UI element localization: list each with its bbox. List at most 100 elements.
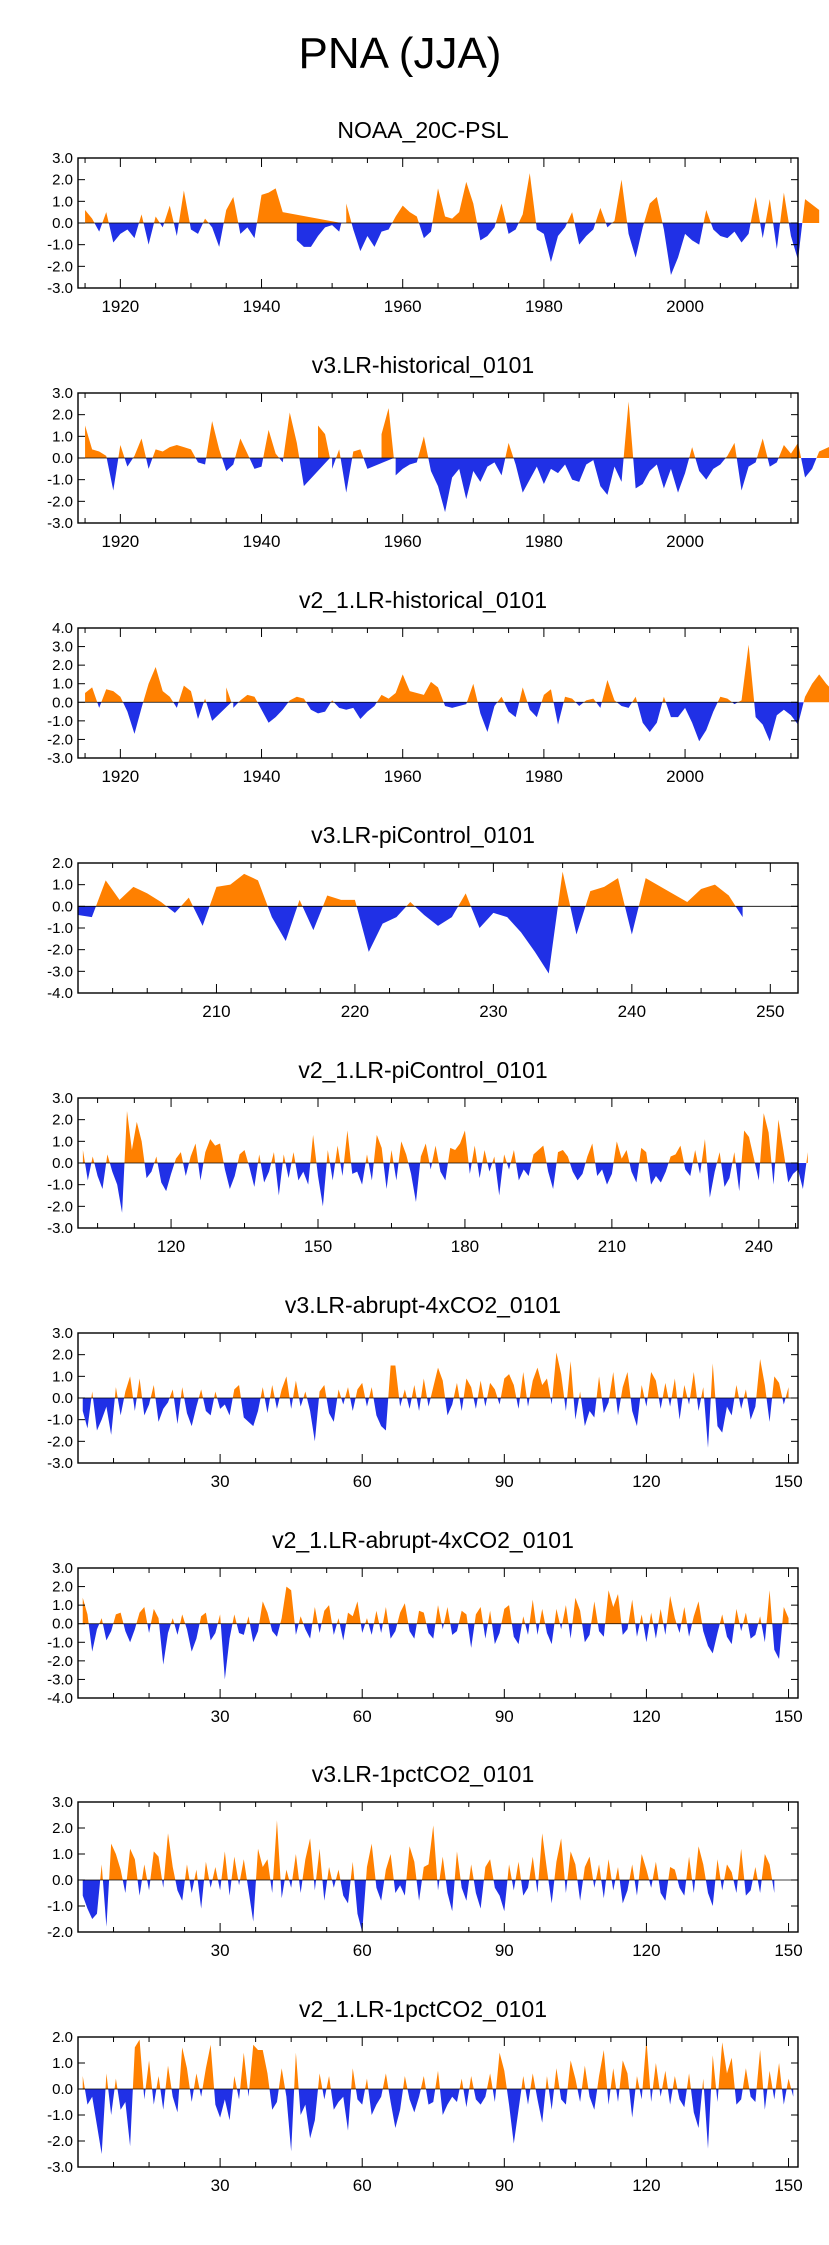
y-tick-label: -2.0 (47, 2133, 73, 2150)
x-tick-label: 120 (632, 1707, 660, 1726)
y-tick-label: -3.0 (47, 515, 73, 532)
y-tick-label: -1.0 (47, 1898, 73, 1915)
plot-frame (77, 862, 799, 994)
y-tick-label: -2.0 (47, 731, 73, 748)
y-tick-label: -2.0 (47, 1433, 73, 1450)
y-tick-label: 1.0 (52, 1846, 73, 1863)
panel-8: v3.LR-1pctCO2_0101 3.0 2.0 1.0 0.0 -1.0 -2.0 30… (47, 1761, 803, 1960)
x-tick-label: 250 (756, 1002, 784, 1021)
y-tick-label: -2.0 (47, 1653, 73, 1670)
panel-1: NOAA_20C-PSL 3.0 2.0 1.0 0.0 -1.0 -2.0 -3.0 1920… (47, 117, 820, 316)
x-tick-label: 1960 (384, 297, 422, 316)
plot-frame (77, 1801, 799, 1933)
y-tick-label: -1.0 (47, 920, 73, 937)
y-tick-label: -3.0 (47, 1671, 73, 1688)
x-tick-label: 210 (598, 1237, 626, 1256)
positive-area (91, 1352, 789, 1398)
x-tick-label: 2000 (666, 297, 704, 316)
panel-title: v3.LR-historical_0101 (312, 352, 534, 378)
positive-area (85, 401, 829, 458)
y-tick-label: 3.0 (52, 1325, 73, 1342)
y-tick-label: -3.0 (47, 280, 73, 297)
negative-area (85, 1163, 807, 1213)
x-tick-label: 230 (479, 1002, 507, 1021)
panel-title: NOAA_20C-PSL (337, 117, 509, 143)
x-tick-label: 60 (353, 1941, 372, 1960)
x-tick-label: 1960 (384, 767, 422, 786)
y-tick-label: 0.0 (52, 2081, 73, 2098)
y-tick-label: 2.0 (52, 2029, 73, 2046)
positive-area (95, 871, 736, 907)
x-tick-label: 120 (632, 2176, 660, 2195)
negative-area (84, 2089, 794, 2154)
y-tick-label: 0.0 (52, 694, 73, 711)
y-tick-label: 2.0 (52, 1820, 73, 1837)
x-tick-label: 1960 (384, 532, 422, 551)
panel-3: v2_1.LR-historical_0101 4.0 3.02.0 1.00.0 -1… (47, 587, 829, 786)
panel-6: v3.LR-abrupt-4xCO2_0101 3.0 2.0 1.0 0.0 -1.0 -… (47, 1292, 803, 1491)
figure-title: PNA (JJA) (299, 29, 502, 78)
positive-area (82, 2039, 792, 2089)
x-tick-label: 30 (211, 1941, 230, 1960)
panels-group: NOAA_20C-PSL3.02.01.00.0-1.0-2.0-3.01920… (47, 117, 829, 2195)
y-tick-label: 2.0 (52, 855, 73, 872)
x-tick-label: 150 (774, 1707, 802, 1726)
positive-area (82, 1111, 808, 1163)
positive-area (85, 173, 820, 223)
y-tick-label: 2.0 (52, 407, 73, 424)
negative-area (94, 223, 803, 275)
x-tick-label: 240 (618, 1002, 646, 1021)
y-tick-label: -4.0 (47, 985, 73, 1002)
y-tick-label: 4.0 (52, 620, 73, 637)
negative-area (106, 458, 817, 513)
y-tick-label: 3.0 (52, 150, 73, 167)
x-tick-label: 30 (211, 1707, 230, 1726)
y-tick-label: 1.0 (52, 676, 73, 693)
y-tick-label: -1.0 (47, 1634, 73, 1651)
y-tick-label: 2.0 (52, 1112, 73, 1129)
y-tick-label: -2.0 (47, 1924, 73, 1941)
x-tick-label: 90 (495, 1941, 514, 1960)
y-tick-label: 1.0 (52, 193, 73, 210)
y-tick-label: -3.0 (47, 1455, 73, 1472)
y-tick-label: -2.0 (47, 942, 73, 959)
y-tick-label: 1.0 (52, 428, 73, 445)
x-tick-label: 1940 (243, 532, 281, 551)
y-tick-label: 3.0 (52, 639, 73, 656)
x-tick-label: 180 (451, 1237, 479, 1256)
y-tick-label: 3.0 (52, 1560, 73, 1577)
y-tick-label: 0.0 (52, 1155, 73, 1172)
x-tick-label: 150 (774, 1941, 802, 1960)
y-tick-label: -1.0 (47, 472, 73, 489)
negative-area (88, 1623, 783, 1680)
y-tick-label: 1.0 (52, 1597, 73, 1614)
plot-frame (77, 1567, 799, 1699)
x-tick-label: 90 (495, 2176, 514, 2195)
y-tick-label: -2.0 (47, 1198, 73, 1215)
panel-title: v2_1.LR-abrupt-4xCO2_0101 (272, 1527, 574, 1553)
panel-9: v2_1.LR-1pctCO2_0101 2.0 1.0 0.0 -1.0 -2.0 -3.… (47, 1996, 803, 2195)
y-tick-label: 1.0 (52, 877, 73, 894)
x-tick-label: 1980 (525, 297, 563, 316)
x-tick-label: 150 (774, 2176, 802, 2195)
x-tick-label: 1940 (243, 297, 281, 316)
x-tick-label: 1940 (243, 767, 281, 786)
x-tick-label: 210 (202, 1002, 230, 1021)
positive-area (100, 1820, 773, 1880)
y-tick-label: -3.0 (47, 2159, 73, 2176)
y-tick-label: -1.0 (47, 237, 73, 254)
y-tick-label: 3.0 (52, 385, 73, 402)
panel-title: v3.LR-1pctCO2_0101 (312, 1761, 534, 1787)
y-tick-label: -1.0 (47, 1412, 73, 1429)
positive-area (82, 1586, 789, 1624)
y-tick-label: 0.0 (52, 215, 73, 232)
x-tick-label: 120 (632, 1472, 660, 1491)
y-tick-label: -2.0 (47, 493, 73, 510)
x-tick-label: 120 (632, 1941, 660, 1960)
x-tick-label: 90 (495, 1707, 514, 1726)
y-tick-label: 3.0 (52, 1794, 73, 1811)
y-tick-label: 2.0 (52, 657, 73, 674)
x-tick-label: 120 (157, 1237, 185, 1256)
panel-title: v2_1.LR-piControl_0101 (298, 1057, 547, 1083)
